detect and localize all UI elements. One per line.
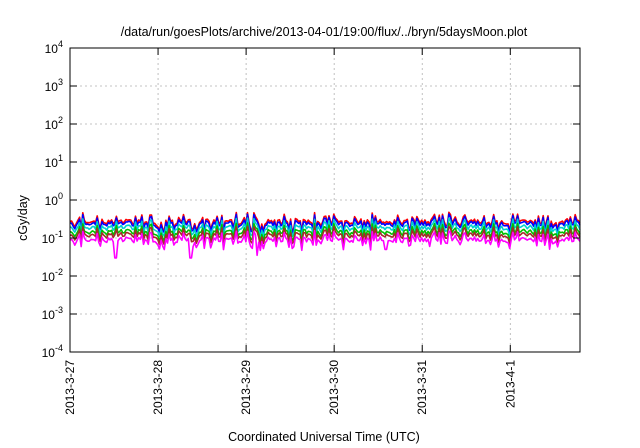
x-tick-label: 2013-3-29 xyxy=(239,360,253,415)
x-tick-label: 2013-4-1 xyxy=(503,360,517,408)
y-axis-label: cGy/day xyxy=(16,194,30,241)
y-tick-exponent: -1 xyxy=(55,229,63,239)
series-lines xyxy=(69,211,581,259)
series-line xyxy=(69,217,581,239)
x-tick-label: 2013-3-27 xyxy=(63,360,77,415)
y-tick-exponent: -4 xyxy=(55,343,63,353)
series-line xyxy=(69,225,581,247)
series-line xyxy=(69,229,581,259)
y-tick-exponent: -2 xyxy=(55,267,63,277)
y-tick-exponent: -3 xyxy=(55,305,63,315)
x-axis-ticks: 2013-3-27 2013-3-28 2013-3-29 2013-3-30 2013… xyxy=(63,48,517,415)
y-tick-exponent: 3 xyxy=(58,77,63,87)
chart-title: /data/run/goesPlots/archive/2013-04-01/1… xyxy=(121,25,528,39)
y-tick-exponent: 2 xyxy=(58,115,63,125)
y-tick-exponent: 4 xyxy=(58,39,63,49)
x-tick-label: 2013-3-31 xyxy=(415,360,429,415)
x-tick-label: 2013-3-30 xyxy=(327,360,341,415)
x-axis-label: Coordinated Universal Time (UTC) xyxy=(228,430,420,444)
y-tick-exponent: 1 xyxy=(58,153,63,163)
x-tick-label: 2013-3-28 xyxy=(151,360,165,415)
y-tick-exponent: 0 xyxy=(58,191,63,201)
